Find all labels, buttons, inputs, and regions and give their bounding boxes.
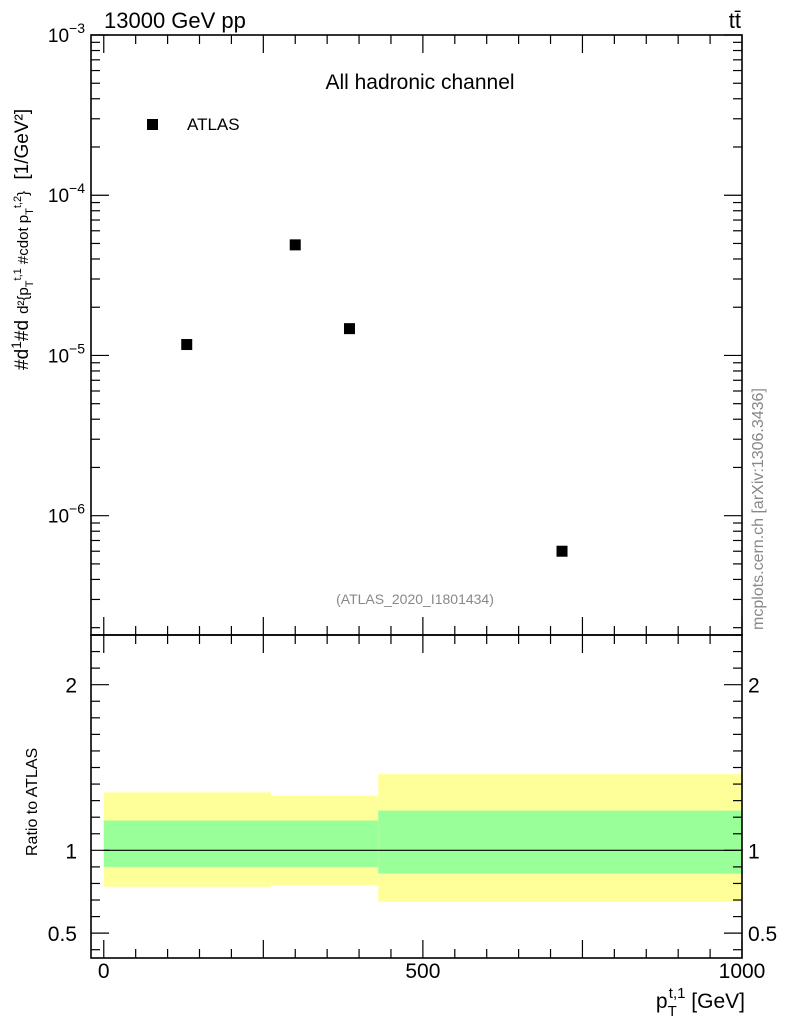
watermark: mcplots.cern.ch [arXiv:1306.3436]: [750, 388, 767, 630]
legend-label: ATLAS: [187, 115, 240, 134]
y-tick-label: 10−6: [48, 501, 85, 528]
y-tick-label: 10−3: [48, 20, 85, 47]
uncertainty-band-inner: [378, 810, 742, 874]
ratio-bands: [103, 774, 742, 902]
ratio-panel: 0.5 0.5 1 1 2 2 0 500 1000 Ratio to ATLAS pTt,1 …: [24, 634, 777, 1020]
process-label: tt̄: [729, 8, 741, 33]
main-data-points: [181, 239, 568, 557]
x-tick-label: 1000: [719, 960, 766, 983]
energy-label: 13000 GeV pp: [104, 8, 246, 33]
y-tick-label: 10−4: [48, 180, 85, 207]
x-axis-label: pTt,1 [GeV]: [656, 985, 745, 1020]
main-y-axis-label: #d1#dd²{pTt,1 #cdot pTt,2} [1/GeV²]: [8, 109, 36, 370]
legend: ATLAS: [147, 115, 240, 134]
ratio-y-axis-label: Ratio to ATLAS: [24, 748, 41, 856]
x-tick-label: 0: [98, 960, 110, 983]
data-point: [343, 323, 355, 335]
ratio-y-tick-label: 0.5: [48, 923, 77, 946]
data-point: [289, 239, 301, 251]
main-panel: 10−6 10−5 10−4 10−3 All hadronic channel (A…: [8, 20, 743, 636]
analysis-id: (ATLAS_2020_I1801434): [336, 591, 494, 607]
ratio-plot-frame: [90, 634, 743, 959]
main-axis-ticks: 10−6 10−5 10−4 10−3: [48, 20, 743, 635]
legend-marker: [147, 119, 158, 130]
ratio-y-tick-label-right: 2: [748, 675, 760, 698]
y-tick-label: 10−5: [48, 340, 85, 367]
uncertainty-band-inner: [270, 820, 379, 867]
x-tick-label: 500: [405, 960, 440, 983]
data-point: [556, 545, 568, 557]
data-point: [181, 339, 193, 351]
ratio-y-tick-label: 2: [65, 675, 77, 698]
main-title: All hadronic channel: [325, 71, 514, 94]
uncertainty-band-inner: [103, 820, 271, 867]
ratio-y-tick-label-right: 0.5: [748, 923, 777, 946]
ratio-axis-ticks: 0.5 0.5 1 1 2 2 0 500 1000: [48, 634, 777, 983]
ratio-y-tick-label: 1: [65, 840, 77, 863]
ratio-y-tick-label-right: 1: [748, 840, 760, 863]
